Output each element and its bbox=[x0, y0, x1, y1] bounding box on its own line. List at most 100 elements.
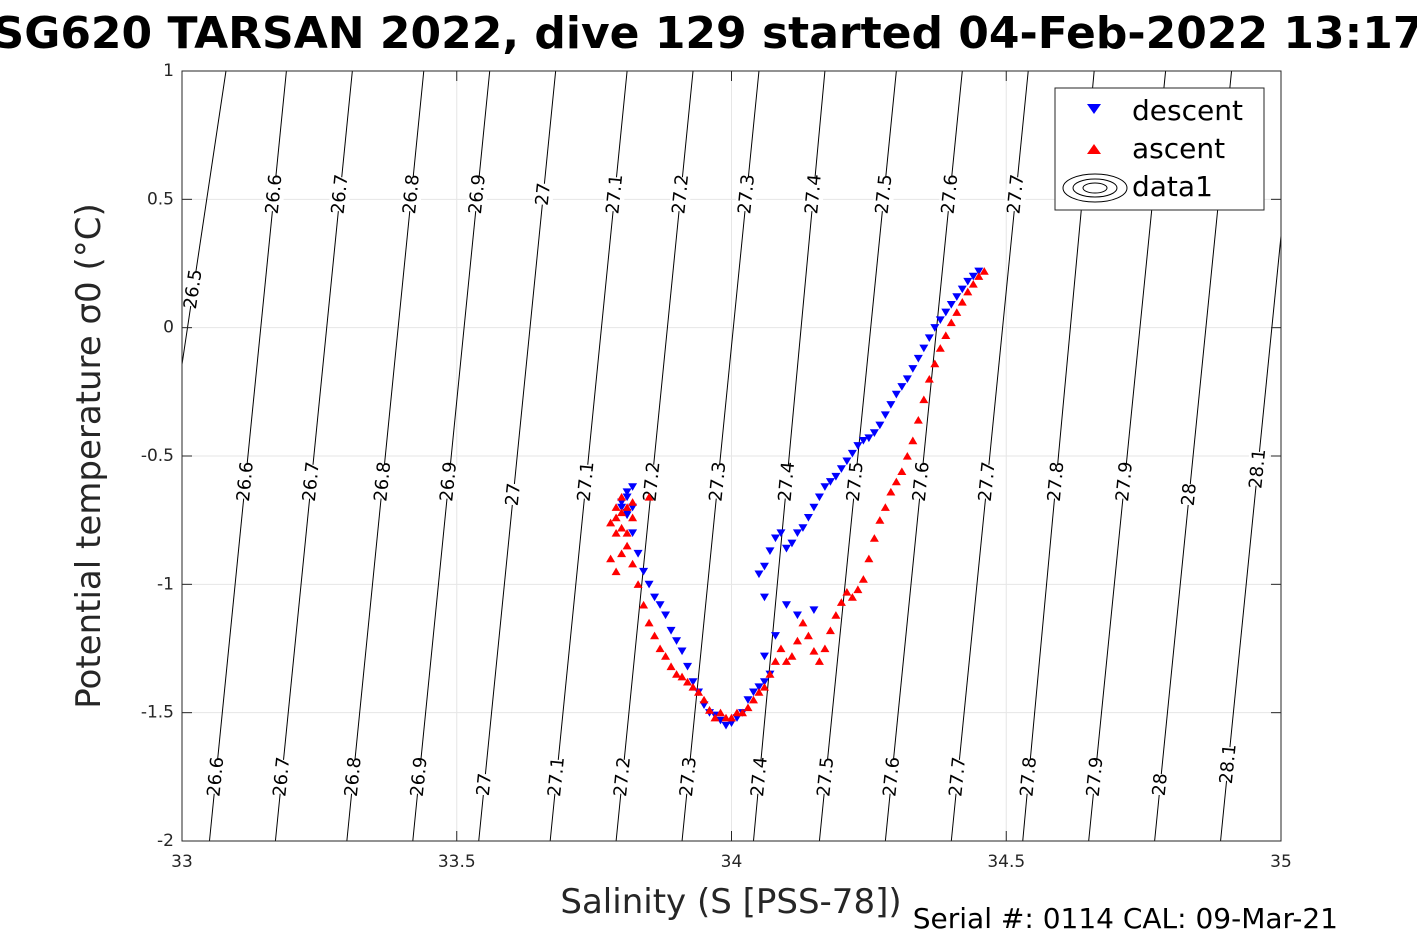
contour-label-gap bbox=[706, 463, 730, 500]
ascent-point bbox=[946, 318, 956, 327]
descent-point bbox=[869, 429, 879, 437]
contour-label-gap bbox=[975, 463, 999, 500]
descent-point bbox=[946, 300, 956, 309]
serial-cal-footer: Serial #: 0114 CAL: 09-Mar-21 bbox=[913, 902, 1338, 935]
contour-label-gap bbox=[1149, 773, 1172, 796]
ascent-point bbox=[886, 487, 896, 496]
contour-label: 27.4 bbox=[747, 756, 772, 798]
descent-point bbox=[688, 678, 698, 686]
descent-point bbox=[858, 437, 868, 445]
ascent-point bbox=[617, 508, 627, 517]
descent-point bbox=[622, 493, 632, 502]
contour-label-gap bbox=[640, 463, 664, 500]
contour-label: 27.6 bbox=[879, 756, 904, 798]
ascent-point bbox=[941, 331, 951, 339]
ascent-point bbox=[688, 682, 698, 691]
descent-point bbox=[759, 678, 769, 686]
ascent-point bbox=[705, 706, 715, 714]
ascent-point bbox=[633, 580, 643, 588]
legend-data1-label: data1 bbox=[1132, 170, 1213, 203]
contour-label: 27.6 bbox=[909, 461, 934, 503]
descent-point bbox=[864, 434, 874, 443]
contour-label: 27.7 bbox=[975, 461, 1000, 503]
ascent-point bbox=[639, 600, 649, 609]
contour-label-gap bbox=[880, 758, 904, 795]
ascent-point bbox=[935, 344, 945, 352]
ascent-point bbox=[611, 567, 621, 576]
contour-label: 27.7 bbox=[945, 756, 970, 798]
descent-point bbox=[820, 483, 830, 491]
descent-point bbox=[628, 483, 638, 491]
contour-label: 26.7 bbox=[328, 173, 353, 215]
descent-point bbox=[935, 316, 945, 325]
ascent-point bbox=[770, 657, 780, 665]
descent-point bbox=[809, 606, 819, 615]
contour-label-gap bbox=[872, 176, 896, 213]
contour-label: 27.3 bbox=[734, 173, 759, 215]
ascent-point bbox=[831, 611, 841, 619]
ascent-point bbox=[979, 267, 989, 275]
descent-point bbox=[792, 529, 802, 538]
series-ascent bbox=[606, 267, 989, 722]
descent-point bbox=[836, 465, 846, 473]
contour-label-gap bbox=[735, 176, 759, 213]
legend-ascent-label: ascent bbox=[1132, 132, 1225, 165]
contour-label-gap bbox=[603, 176, 627, 213]
ascent-point bbox=[897, 467, 907, 475]
descent-point bbox=[628, 529, 638, 538]
contour-label: 27.3 bbox=[706, 461, 731, 503]
ascent-point bbox=[952, 308, 962, 316]
ascent-point bbox=[781, 657, 791, 665]
contour-label-gap bbox=[1044, 463, 1068, 500]
descent-point bbox=[803, 514, 813, 522]
descent-point bbox=[853, 442, 863, 450]
contour-label: 27.9 bbox=[1083, 756, 1108, 798]
ascent-point bbox=[628, 513, 638, 522]
ascent-point bbox=[792, 636, 802, 645]
contour-label-gap bbox=[437, 463, 461, 500]
data-series bbox=[606, 267, 989, 730]
descent-point bbox=[831, 472, 841, 481]
contour-label-gap bbox=[407, 758, 431, 795]
contour-label: 26.9 bbox=[465, 173, 490, 215]
contour-label: 26.6 bbox=[262, 173, 287, 215]
y-tick-label: -2 bbox=[157, 831, 174, 851]
x-tick-label: 33.5 bbox=[438, 852, 476, 872]
contour-label: 27.5 bbox=[843, 461, 868, 503]
descent-point bbox=[650, 593, 660, 602]
ascent-point bbox=[776, 644, 786, 653]
contour-label-gap bbox=[1216, 746, 1240, 782]
chart-title: SG620 TARSAN 2022, dive 129 started 04-F… bbox=[0, 8, 1417, 59]
axis-ticks: 33 33.5 34 34.5 35 -2 -1.5 -1 -0.5 0 0.5 1 bbox=[141, 61, 1292, 872]
ascent-point bbox=[617, 523, 627, 532]
ascent-point bbox=[842, 587, 852, 596]
ascent-point bbox=[694, 688, 704, 696]
descent-point bbox=[765, 547, 775, 556]
legend-descent-label: descent bbox=[1132, 94, 1243, 127]
ascent-point bbox=[716, 708, 726, 717]
ascent-point bbox=[803, 631, 813, 640]
contour-label: 27.1 bbox=[544, 756, 569, 798]
contour-label: 27.6 bbox=[938, 173, 963, 215]
ascent-point bbox=[869, 534, 879, 542]
contour-label-gap bbox=[328, 176, 352, 213]
contour-label-gap bbox=[180, 270, 206, 308]
descent-point bbox=[655, 601, 665, 609]
descent-point bbox=[847, 449, 857, 458]
descent-point bbox=[957, 285, 967, 294]
ascent-point bbox=[606, 518, 616, 527]
ascent-point bbox=[754, 688, 764, 696]
ascent-point bbox=[853, 585, 863, 594]
descent-point bbox=[908, 365, 918, 373]
descent-point bbox=[952, 293, 962, 301]
legend-ascent-marker bbox=[1087, 144, 1101, 154]
contour-label-gap bbox=[775, 463, 799, 500]
descent-point bbox=[770, 534, 780, 543]
descent-point bbox=[754, 683, 764, 692]
contour-label: 27.9 bbox=[1112, 461, 1137, 503]
descent-point bbox=[897, 383, 907, 391]
contour-label-gap bbox=[341, 758, 365, 795]
ascent-point bbox=[924, 374, 934, 383]
contour-label-gap bbox=[544, 758, 569, 795]
y-tick-label: 0.5 bbox=[147, 189, 174, 209]
